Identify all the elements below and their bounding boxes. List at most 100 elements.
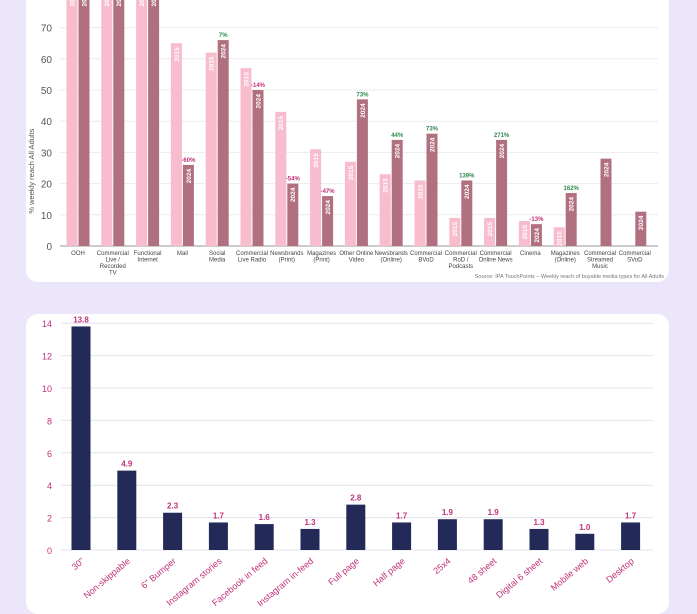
x-tick-label: Mail bbox=[177, 251, 188, 257]
bar bbox=[208, 522, 228, 550]
x-tick-label: Other Online bbox=[339, 251, 374, 257]
bar-year-label: 2015 bbox=[313, 153, 320, 168]
value-chart: 0 2 4 6 8 10 12 14 13.8 30" 4.9 Non-skippable 2.3 6" … bbox=[42, 315, 653, 609]
x-tick-label: Newsbrands bbox=[270, 251, 303, 257]
change-label: 73% bbox=[356, 92, 369, 98]
bar-value-label: 1.7 bbox=[396, 511, 408, 520]
bar bbox=[437, 519, 457, 550]
bar-year-label: 2015 bbox=[174, 47, 181, 62]
x-tick-label: Media bbox=[209, 258, 226, 264]
bar-2015 bbox=[379, 174, 391, 246]
bar-year-label: 2015 bbox=[104, 0, 111, 6]
bar-year-label: 2015 bbox=[557, 231, 564, 246]
bar-2024 bbox=[565, 192, 577, 246]
bar-2024 bbox=[530, 224, 542, 246]
y-tick-label: 70 bbox=[41, 24, 53, 35]
bar-2015 bbox=[66, 0, 78, 246]
bar-2024 bbox=[600, 158, 612, 246]
bar-2015 bbox=[553, 227, 565, 246]
bar-2024 bbox=[182, 164, 194, 246]
x-tick-label: Half page bbox=[371, 556, 407, 588]
bar-year-label: 2024 bbox=[255, 94, 262, 109]
x-tick-label: Full page bbox=[326, 556, 361, 587]
x-tick-label: (Online) bbox=[555, 258, 576, 264]
bar-year-label: 2015 bbox=[522, 225, 529, 240]
x-tick-label: Commercial bbox=[410, 251, 442, 257]
bar-2024 bbox=[287, 183, 299, 246]
x-tick-label: (Print) bbox=[279, 258, 295, 264]
reach-chart: 0 10 20 30 40 50 60 70 % weekly reach All Adults… bbox=[27, 0, 664, 280]
bar-year-label: 2024 bbox=[186, 169, 193, 184]
bar-year-label: 2024 bbox=[360, 103, 367, 118]
bar-year-label: 2015 bbox=[452, 222, 459, 237]
bar-year-label: 2024 bbox=[395, 144, 402, 159]
bar-2024 bbox=[217, 40, 229, 246]
bar bbox=[575, 533, 595, 550]
bar bbox=[254, 524, 274, 550]
y-tick-label: 10 bbox=[42, 384, 52, 394]
source-note: Source: IPA TouchPoints – Weekly reach o… bbox=[475, 274, 664, 280]
x-tick-label: 6" Bumper bbox=[139, 556, 178, 591]
bar-year-label: 2024 bbox=[116, 0, 123, 6]
y-tick-label: 10 bbox=[41, 211, 53, 222]
bar-2015 bbox=[101, 0, 113, 246]
bar-year-label: 2024 bbox=[290, 187, 297, 202]
x-tick-label: Commercial bbox=[97, 251, 129, 257]
x-tick-label: Commercial bbox=[619, 251, 651, 257]
bar bbox=[529, 528, 549, 550]
bar-year-label: 2015 bbox=[243, 72, 250, 87]
x-tick-label: (Print) bbox=[313, 258, 329, 264]
x-tick-label: Live Radio bbox=[238, 258, 267, 264]
bar-2024 bbox=[461, 180, 473, 246]
x-tick-label: Desktop bbox=[604, 556, 636, 585]
bar-year-label: 2015 bbox=[348, 165, 355, 180]
bar bbox=[392, 522, 412, 550]
bar-year-label: 2015 bbox=[417, 184, 424, 199]
bar-2015 bbox=[344, 161, 356, 246]
y-tick-label: 4 bbox=[47, 481, 52, 491]
y-tick-label: 8 bbox=[47, 416, 52, 426]
bar-2015 bbox=[275, 111, 287, 246]
y-tick-label: 60 bbox=[41, 55, 53, 66]
bar-value-label: 1.3 bbox=[304, 518, 316, 527]
x-tick-label: Podcasts bbox=[448, 264, 473, 270]
change-label: 162% bbox=[564, 186, 580, 192]
x-tick-label: 48 sheet bbox=[466, 556, 499, 586]
bar-2015 bbox=[414, 180, 426, 246]
x-tick-label: Cinema bbox=[520, 251, 541, 257]
bar-value-label: 2.3 bbox=[167, 502, 179, 511]
x-tick-label: Commercial bbox=[236, 251, 268, 257]
change-label: 7% bbox=[219, 33, 228, 39]
change-label: -47% bbox=[321, 189, 336, 195]
x-tick-label: Video bbox=[349, 258, 365, 264]
x-tick-label: Commercial bbox=[445, 251, 477, 257]
y-tick-label: 2 bbox=[47, 514, 52, 524]
reach-chart-card: 0 10 20 30 40 50 60 70 % weekly reach All Adults… bbox=[26, 0, 669, 282]
y-tick-label: 0 bbox=[46, 242, 52, 253]
x-tick-label: 30" bbox=[70, 556, 87, 572]
bar-year-label: 2024 bbox=[81, 0, 88, 6]
bar-value-label: 2.8 bbox=[350, 494, 362, 503]
bar-value-label: 1.9 bbox=[488, 508, 500, 517]
bar-value-label: 13.8 bbox=[73, 315, 89, 324]
bar-2024 bbox=[148, 0, 160, 246]
bar-value-label: 1.7 bbox=[213, 511, 225, 520]
x-tick-label: Non-skippable bbox=[82, 556, 133, 601]
y-tick-label: 20 bbox=[41, 180, 53, 191]
bar-year-label: 2015 bbox=[278, 115, 285, 130]
bar-year-label: 2024 bbox=[569, 197, 576, 212]
x-tick-label: OOH bbox=[71, 251, 85, 257]
bar-year-label: 2024 bbox=[429, 137, 436, 152]
change-label: 73% bbox=[426, 127, 439, 133]
change-label: 44% bbox=[391, 133, 404, 139]
bar-2015 bbox=[518, 221, 530, 246]
x-tick-label: Commercial bbox=[480, 251, 512, 257]
x-tick-label: SVoD bbox=[627, 258, 643, 264]
bar-year-label: 2024 bbox=[534, 228, 541, 243]
bar-year-label: 2015 bbox=[383, 178, 390, 193]
bar bbox=[346, 504, 366, 550]
bar-2015 bbox=[205, 52, 217, 246]
bar-year-label: 2024 bbox=[638, 215, 645, 230]
bar-2024 bbox=[635, 211, 647, 246]
bar-value-label: 1.9 bbox=[442, 508, 454, 517]
